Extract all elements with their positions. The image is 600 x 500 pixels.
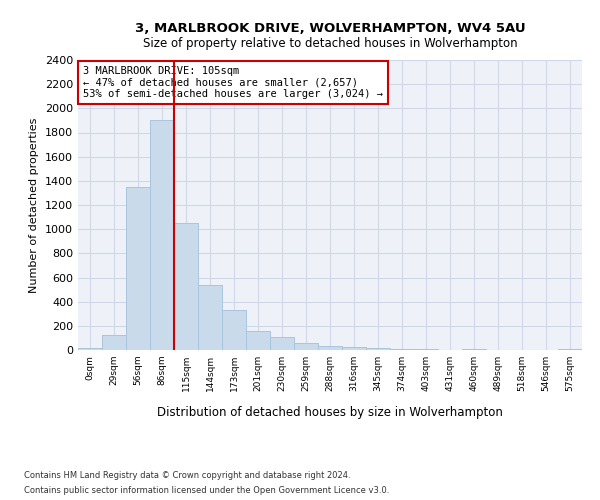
Text: Contains HM Land Registry data © Crown copyright and database right 2024.: Contains HM Land Registry data © Crown c… (24, 471, 350, 480)
Bar (246, 330, 270, 350)
Bar (198, 285, 222, 350)
Bar (342, 348, 366, 350)
Bar (294, 343, 318, 350)
Bar (318, 346, 342, 350)
Text: Contains public sector information licensed under the Open Government Licence v3: Contains public sector information licen… (24, 486, 389, 495)
Bar (126, 187, 150, 350)
Bar (270, 338, 294, 350)
Text: 3 MARLBROOK DRIVE: 105sqm
← 47% of detached houses are smaller (2,657)
53% of se: 3 MARLBROOK DRIVE: 105sqm ← 47% of detac… (83, 66, 383, 99)
Bar (390, 349, 414, 350)
Text: 3, MARLBROOK DRIVE, WOLVERHAMPTON, WV4 5AU: 3, MARLBROOK DRIVE, WOLVERHAMPTON, WV4 5… (134, 22, 526, 36)
Y-axis label: Number of detached properties: Number of detached properties (29, 118, 40, 292)
Bar (150, 120, 174, 350)
Bar (78, 348, 102, 350)
Text: Size of property relative to detached houses in Wolverhampton: Size of property relative to detached ho… (143, 38, 517, 51)
Bar (102, 335, 126, 350)
Bar (558, 349, 582, 350)
Bar (174, 223, 198, 350)
Bar (366, 348, 390, 350)
Bar (222, 310, 246, 350)
Bar (462, 348, 486, 350)
Text: Distribution of detached houses by size in Wolverhampton: Distribution of detached houses by size … (157, 406, 503, 419)
